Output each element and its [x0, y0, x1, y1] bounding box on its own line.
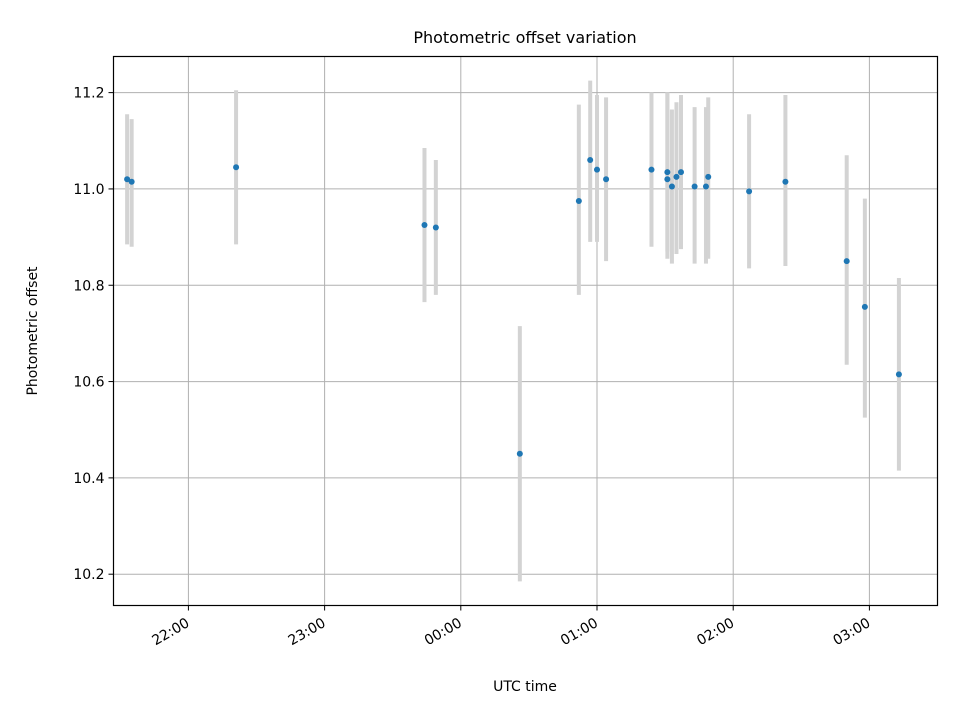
- y-axis-label: Photometric offset: [25, 266, 41, 396]
- data-point: [702, 183, 709, 190]
- x-tick-label: 00:00: [422, 615, 465, 649]
- data-point: [575, 197, 582, 204]
- y-tick-label: 10.2: [73, 567, 104, 583]
- x-axis-label: UTC time: [493, 679, 557, 695]
- data-point: [664, 169, 671, 176]
- y-tick-label: 10.8: [73, 278, 104, 294]
- data-point: [124, 176, 131, 183]
- data-point: [843, 258, 850, 265]
- data-points: [124, 157, 902, 457]
- data-point: [664, 176, 671, 183]
- data-point: [895, 371, 902, 378]
- data-point: [746, 188, 753, 195]
- data-point: [861, 303, 868, 310]
- y-tick-label: 11.2: [73, 86, 104, 102]
- chart-title: Photometric offset variation: [413, 28, 636, 47]
- data-point: [516, 450, 523, 457]
- data-point: [432, 224, 439, 231]
- y-tick-label: 10.6: [73, 375, 104, 391]
- error-bars: [125, 80, 901, 582]
- data-point: [421, 222, 428, 229]
- data-point: [128, 178, 135, 185]
- x-tick-label: 03:00: [830, 615, 873, 649]
- x-tick-label: 22:00: [149, 615, 192, 649]
- data-point: [705, 173, 712, 180]
- x-tick-label: 23:00: [286, 615, 329, 649]
- data-point: [673, 173, 680, 180]
- grid: [113, 56, 938, 606]
- data-point: [782, 178, 789, 185]
- data-point: [233, 164, 240, 171]
- data-point: [594, 166, 601, 173]
- plot-frame: [112, 55, 939, 607]
- data-point: [587, 157, 594, 164]
- data-point: [648, 166, 655, 173]
- data-point: [677, 169, 684, 176]
- y-tick-label: 11.0: [73, 182, 104, 198]
- y-tick-label: 10.4: [73, 471, 104, 487]
- data-point: [668, 183, 675, 190]
- x-axis-ticks: 22:00 23:00 00:00 01:00 02:00 03:00: [149, 605, 873, 649]
- x-tick-label: 02:00: [694, 615, 737, 649]
- data-point: [691, 183, 698, 190]
- y-axis-ticks: 10.2 10.4 10.6 10.8 11.0 11.2: [73, 86, 114, 583]
- x-tick-label: 01:00: [558, 615, 601, 649]
- data-point: [603, 176, 610, 183]
